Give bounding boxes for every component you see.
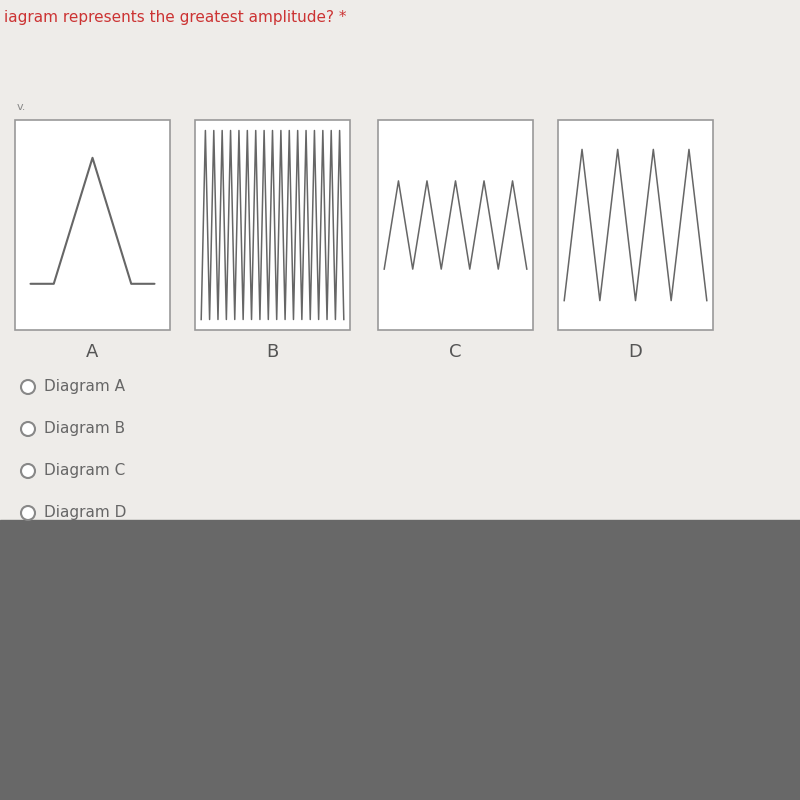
Text: Diagram B: Diagram B	[44, 422, 125, 437]
Text: D: D	[628, 343, 642, 361]
Bar	[558, 120, 713, 330]
Bar	[0, 0, 800, 520]
Text: A: A	[86, 343, 98, 361]
Bar	[0, 520, 800, 800]
Text: iagram represents the greatest amplitude? *: iagram represents the greatest amplitude…	[4, 10, 346, 25]
Circle shape	[21, 464, 35, 478]
Bar	[15, 120, 170, 330]
Text: Diagram A: Diagram A	[44, 379, 125, 394]
Text: C: C	[449, 343, 462, 361]
Bar	[378, 120, 533, 330]
Text: B: B	[266, 343, 278, 361]
Text: Diagram D: Diagram D	[44, 506, 126, 521]
Text: Diagram C: Diagram C	[44, 463, 126, 478]
Text: v.: v.	[17, 102, 26, 112]
Bar	[195, 120, 350, 330]
Circle shape	[21, 422, 35, 436]
Circle shape	[21, 506, 35, 520]
Circle shape	[21, 380, 35, 394]
